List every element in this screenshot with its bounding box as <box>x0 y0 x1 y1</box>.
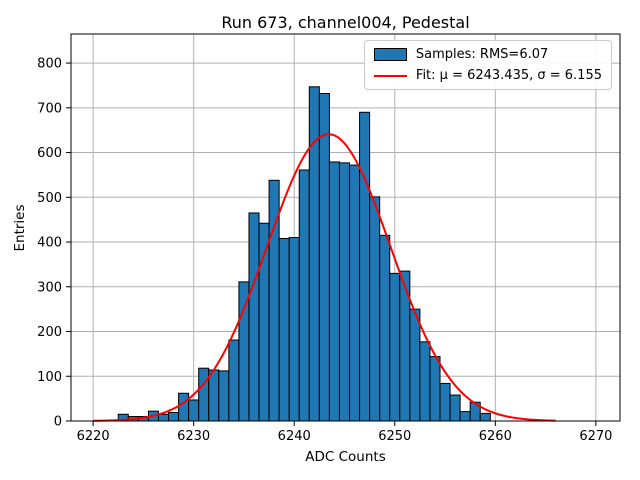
histogram-bar <box>429 356 441 422</box>
histogram-bar <box>308 86 320 422</box>
fit-swatch <box>373 69 407 82</box>
histogram-bar <box>479 412 491 422</box>
axes-spines <box>70 33 621 422</box>
histogram-bar <box>288 237 300 422</box>
fit-label: Fit: μ = 6243.435, σ = 6.155 <box>415 68 602 83</box>
histogram-bar <box>379 234 391 422</box>
histogram-bar <box>238 281 250 422</box>
legend: Samples: RMS=6.07 Fit: μ = 6243.435, σ =… <box>363 40 612 90</box>
histogram-bar <box>168 411 180 422</box>
legend-row-samples: Samples: RMS=6.07 <box>373 47 602 62</box>
histogram-bar <box>248 212 260 422</box>
legend-row-fit: Fit: μ = 6243.435, σ = 6.155 <box>373 68 602 83</box>
histogram-bar <box>278 237 290 422</box>
x-tick-label: 6260 <box>479 429 512 444</box>
y-tick-label: 300 <box>37 280 62 295</box>
x-axis-label: ADC Counts <box>305 449 386 465</box>
histogram-bar <box>419 341 431 422</box>
histogram-bar <box>157 413 170 422</box>
x-tick-label: 6250 <box>378 429 411 444</box>
histogram-bar <box>188 399 200 422</box>
y-tick-label: 700 <box>37 101 62 116</box>
histogram-bar <box>178 392 190 422</box>
chart-title: Run 673, channel004, Pedestal <box>221 13 470 32</box>
histogram-bar <box>298 169 310 422</box>
histogram-bar <box>459 411 471 422</box>
histogram-bar <box>228 339 240 422</box>
histogram-bar <box>389 272 401 422</box>
histogram-bar <box>198 367 210 422</box>
histogram-bar <box>349 164 361 422</box>
x-tick-label: 6270 <box>579 429 612 444</box>
histogram-bar <box>328 161 340 422</box>
samples-label: Samples: RMS=6.07 <box>415 47 549 62</box>
histogram-bar <box>369 196 381 422</box>
histogram-bar <box>439 382 451 422</box>
y-tick-label: 0 <box>54 415 62 430</box>
y-tick-label: 500 <box>37 191 62 206</box>
histogram-bar <box>218 370 230 422</box>
samples-swatch <box>373 48 407 61</box>
histogram-bar <box>409 308 421 422</box>
fit-curve <box>93 133 556 422</box>
y-tick-label: 400 <box>37 236 62 251</box>
y-tick-label: 200 <box>37 325 62 340</box>
y-tick-label: 600 <box>37 146 62 161</box>
histogram-bar <box>338 162 351 422</box>
fit-swatch-line <box>373 74 407 77</box>
histogram-bar <box>318 93 330 422</box>
x-tick-label: 6220 <box>77 429 110 444</box>
histogram-bar <box>359 111 371 422</box>
x-tick-label: 6240 <box>278 429 311 444</box>
histogram-bar <box>449 394 461 422</box>
y-axis-label: Entries <box>12 204 28 252</box>
histogram-bar <box>208 369 220 422</box>
x-tick-label: 6230 <box>177 429 210 444</box>
y-tick-label: 800 <box>37 57 62 72</box>
y-tick-label: 100 <box>37 370 62 385</box>
